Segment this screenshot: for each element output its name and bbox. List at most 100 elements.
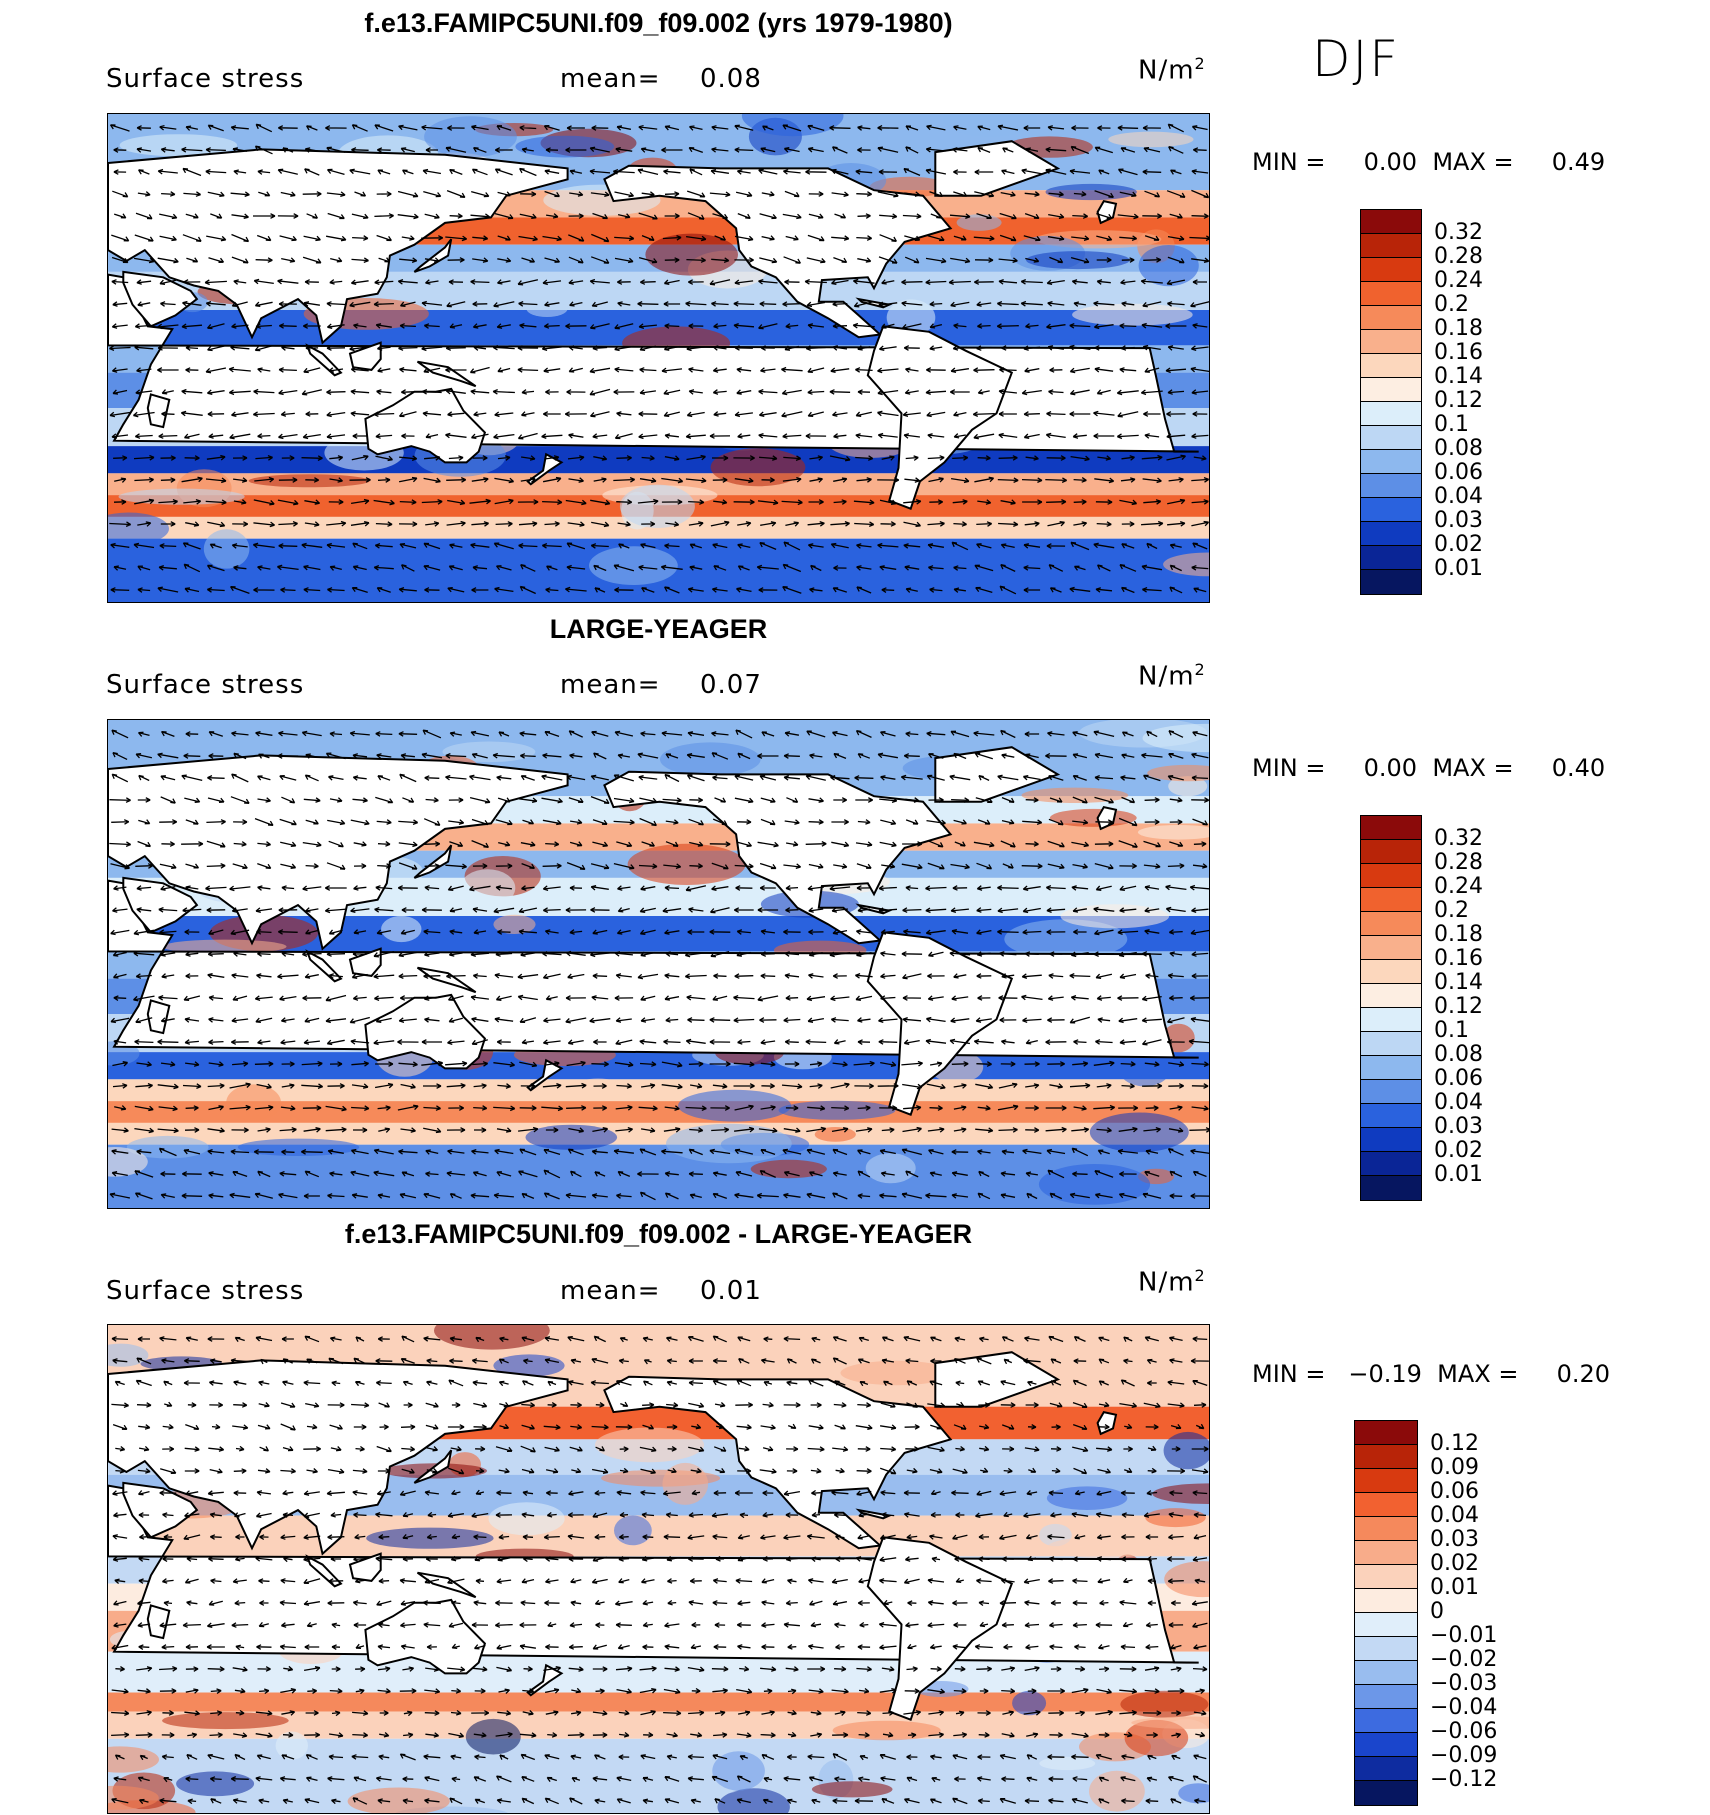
stress-arrow [855, 1127, 873, 1133]
stress-arrow [494, 411, 514, 418]
stress-arrow [280, 863, 297, 869]
colorbar-tick-label: 0.32 [1434, 220, 1483, 245]
stress-arrow [901, 863, 923, 870]
stress-arrow [977, 1192, 991, 1200]
stress-arrow [159, 1622, 177, 1628]
stress-arrow [1145, 1644, 1159, 1650]
stress-arrow [928, 1710, 945, 1716]
stress-arrow [712, 1534, 728, 1540]
stress-arrow [135, 389, 153, 395]
colorbar-tick-label: 0.04 [1430, 1503, 1479, 1528]
stress-arrow [230, 1039, 249, 1045]
stress-arrow [688, 1061, 704, 1067]
colorbar-swatch [1355, 1541, 1417, 1565]
stress-arrow [1123, 1467, 1133, 1473]
stress-arrow [737, 433, 751, 439]
stress-arrow [470, 213, 490, 220]
landmass [603, 1375, 953, 1550]
stress-arrow [568, 477, 584, 483]
stress-arrow [972, 411, 995, 417]
stress-arrow [783, 1336, 801, 1342]
stress-arrow [1191, 520, 1209, 527]
stress-arrow [1140, 389, 1163, 396]
stress-arrow [570, 1170, 582, 1178]
stress-arrow [832, 1753, 848, 1761]
stress-arrow [303, 564, 321, 571]
stress-arrow [614, 995, 634, 1001]
stress-vectors [109, 123, 1209, 595]
stress-arrow [901, 951, 923, 957]
landmass [413, 844, 453, 879]
stress-arrow [1096, 389, 1111, 395]
stress-arrow [522, 1688, 535, 1694]
stress-arrow [522, 1380, 534, 1386]
stress-arrow [1025, 1534, 1038, 1540]
stress-arrow [1094, 774, 1114, 781]
stress-arrow [736, 929, 751, 935]
stress-arrow [594, 1798, 606, 1804]
stress-arrow [520, 951, 536, 957]
stress-arrow [927, 543, 945, 549]
stress-arrow [523, 1666, 533, 1672]
stress-arrow [1169, 1358, 1183, 1364]
stress-arrow [1045, 477, 1068, 483]
stress-arrow [853, 300, 874, 308]
stress-arrow [1145, 1424, 1159, 1430]
stress-arrow [398, 1017, 417, 1024]
stress-arrow [521, 147, 534, 153]
stress-arrow [421, 124, 443, 131]
stress-arrow [761, 1578, 775, 1584]
stress-arrow [905, 797, 920, 803]
stress-arrow [565, 950, 586, 957]
stress-patch [750, 1159, 827, 1179]
stress-arrow [353, 1622, 367, 1628]
stress-arrow [1074, 1644, 1086, 1650]
stress-arrow [977, 455, 991, 461]
stress-arrow [927, 455, 945, 461]
stress-arrow [160, 477, 176, 483]
colorbar-swatch [1361, 864, 1421, 888]
stress-arrow [688, 146, 704, 154]
stress-arrow [471, 477, 489, 483]
stress-arrow [403, 1732, 414, 1739]
stress-arrow [208, 1061, 224, 1067]
stress-arrow [279, 995, 297, 1002]
stress-arrow [639, 389, 656, 395]
stress-arrow [111, 234, 130, 242]
stress-arrow [952, 455, 969, 461]
stress-arrow [159, 124, 177, 131]
stress-arrow [1002, 863, 1014, 869]
stress-arrow [281, 951, 295, 957]
stress-arrow [833, 256, 848, 264]
stress-arrow [377, 367, 391, 373]
stress-arrow [349, 345, 371, 352]
stress-arrow [590, 499, 611, 506]
stress-arrow [905, 731, 919, 737]
stress-arrow [712, 367, 727, 373]
colorbar-tick-label: 0.24 [1434, 874, 1483, 899]
stress-arrow [398, 841, 418, 848]
stress-arrow [902, 973, 922, 980]
stress-arrow [1121, 1556, 1135, 1562]
stress-arrow [305, 1402, 320, 1408]
stress-arrow [331, 1710, 341, 1717]
stress-arrow [233, 565, 247, 571]
stress-arrow [590, 795, 610, 805]
stress-arrow [879, 731, 896, 737]
stress-arrow [184, 1468, 200, 1474]
stress-arrow [808, 499, 824, 505]
stress-arrow [1144, 819, 1160, 825]
stress-arrow [138, 819, 151, 825]
stress-arrow [352, 1468, 368, 1474]
stress-band [108, 1101, 1209, 1123]
stress-arrow [953, 1083, 967, 1089]
stress-arrow [739, 1755, 748, 1761]
stress-arrow [112, 1490, 128, 1496]
stress-arrow [376, 191, 392, 197]
stress-arrow [373, 950, 395, 958]
stress-arrow [1093, 906, 1115, 913]
stress-arrow [279, 1776, 296, 1782]
stress-arrow [353, 863, 367, 869]
stress-arrow [906, 1666, 918, 1672]
stress-arrow [281, 1149, 295, 1155]
